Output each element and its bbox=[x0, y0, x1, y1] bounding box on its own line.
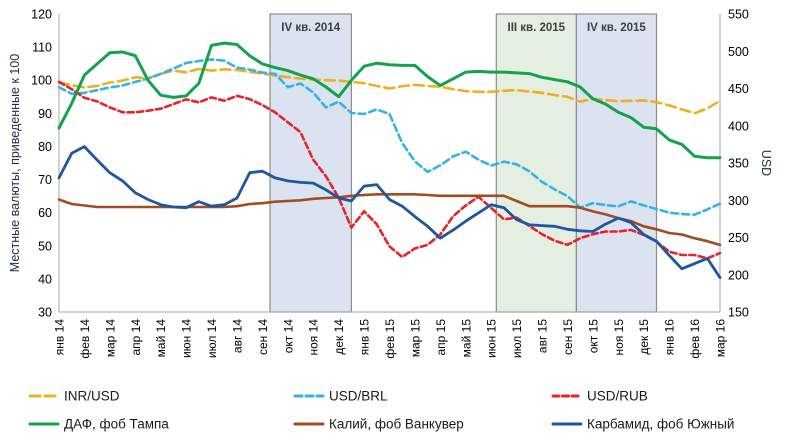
legend-label-5: Карбамид, фоб Южный bbox=[587, 417, 734, 432]
series-line-даф-фоб-тампа bbox=[57, 41, 722, 160]
legend-label-1: USD/BRL bbox=[329, 389, 388, 404]
x-tick-25: фев 16 bbox=[688, 319, 702, 359]
x-tick-22: ноя 15 bbox=[612, 319, 626, 356]
right-axis-title: USD bbox=[759, 149, 773, 177]
x-tick-24: янв 16 bbox=[663, 319, 677, 356]
x-tick-2: мар 14 bbox=[103, 319, 117, 358]
quarter-band-label-0: IV кв. 2014 bbox=[281, 22, 340, 34]
left-axis-title: Местные валюты, приведенные к 100 bbox=[8, 53, 22, 273]
right-tick-350: 350 bbox=[728, 157, 749, 171]
left-tick-40: 40 bbox=[38, 272, 52, 286]
right-tick-300: 300 bbox=[728, 194, 749, 208]
x-tick-16: май 15 bbox=[459, 319, 473, 358]
legend-label-3: ДАФ, фоб Тампа bbox=[64, 417, 169, 432]
x-tick-20: сен 15 bbox=[561, 319, 575, 355]
series-line-карбамид-фоб-южный bbox=[57, 145, 722, 280]
right-tick-550: 550 bbox=[728, 8, 749, 22]
x-tick-21: окт 15 bbox=[586, 319, 600, 354]
right-tick-200: 200 bbox=[728, 268, 749, 282]
x-tick-13: фев 15 bbox=[383, 319, 397, 359]
x-tick-3: апр 14 bbox=[129, 319, 143, 356]
x-tick-1: фев 14 bbox=[78, 319, 92, 359]
series-line-usd-brl bbox=[57, 58, 722, 216]
x-tick-23: дек 15 bbox=[637, 319, 651, 355]
x-tick-0: янв 14 bbox=[53, 319, 67, 356]
x-tick-8: сен 14 bbox=[256, 319, 270, 355]
x-tick-5: июн 14 bbox=[180, 319, 194, 358]
x-tick-10: ноя 14 bbox=[307, 319, 321, 356]
series-line-usd-rub bbox=[57, 80, 722, 260]
right-tick-150: 150 bbox=[728, 306, 749, 320]
left-tick-30: 30 bbox=[38, 306, 52, 320]
left-tick-120: 120 bbox=[31, 8, 52, 22]
legend-label-4: Калий, фоб Ванкувер bbox=[329, 417, 464, 432]
x-tick-19: авг 15 bbox=[536, 319, 550, 353]
legend-label-0: INR/USD bbox=[64, 389, 120, 404]
left-tick-100: 100 bbox=[31, 74, 52, 88]
right-tick-250: 250 bbox=[728, 231, 749, 245]
quarter-band-2 bbox=[575, 13, 658, 313]
right-tick-450: 450 bbox=[728, 82, 749, 96]
right-tick-400: 400 bbox=[728, 119, 749, 133]
quarter-band-label-1: III кв. 2015 bbox=[508, 22, 566, 34]
x-tick-6: июл 14 bbox=[205, 319, 219, 358]
x-tick-14: мар 15 bbox=[408, 319, 422, 358]
x-tick-11: дек 14 bbox=[332, 319, 346, 355]
legend-label-2: USD/RUB bbox=[587, 389, 648, 404]
x-tick-9: окт 14 bbox=[281, 319, 295, 354]
left-tick-50: 50 bbox=[38, 239, 52, 253]
x-tick-15: апр 15 bbox=[434, 319, 448, 356]
x-tick-12: янв 15 bbox=[358, 319, 372, 356]
quarter-band-0 bbox=[269, 13, 353, 313]
x-tick-7: авг 14 bbox=[231, 319, 245, 353]
right-tick-500: 500 bbox=[728, 45, 749, 59]
quarter-band-label-2: IV кв. 2015 bbox=[587, 22, 646, 34]
x-tick-17: июн 15 bbox=[485, 319, 499, 358]
left-tick-80: 80 bbox=[38, 140, 52, 154]
left-tick-90: 90 bbox=[38, 107, 52, 121]
left-tick-110: 110 bbox=[32, 41, 52, 55]
x-tick-26: мар 16 bbox=[714, 319, 728, 358]
x-tick-18: июл 15 bbox=[510, 319, 524, 358]
left-tick-70: 70 bbox=[38, 173, 52, 187]
x-tick-4: май 14 bbox=[154, 319, 168, 358]
left-tick-60: 60 bbox=[38, 206, 52, 220]
